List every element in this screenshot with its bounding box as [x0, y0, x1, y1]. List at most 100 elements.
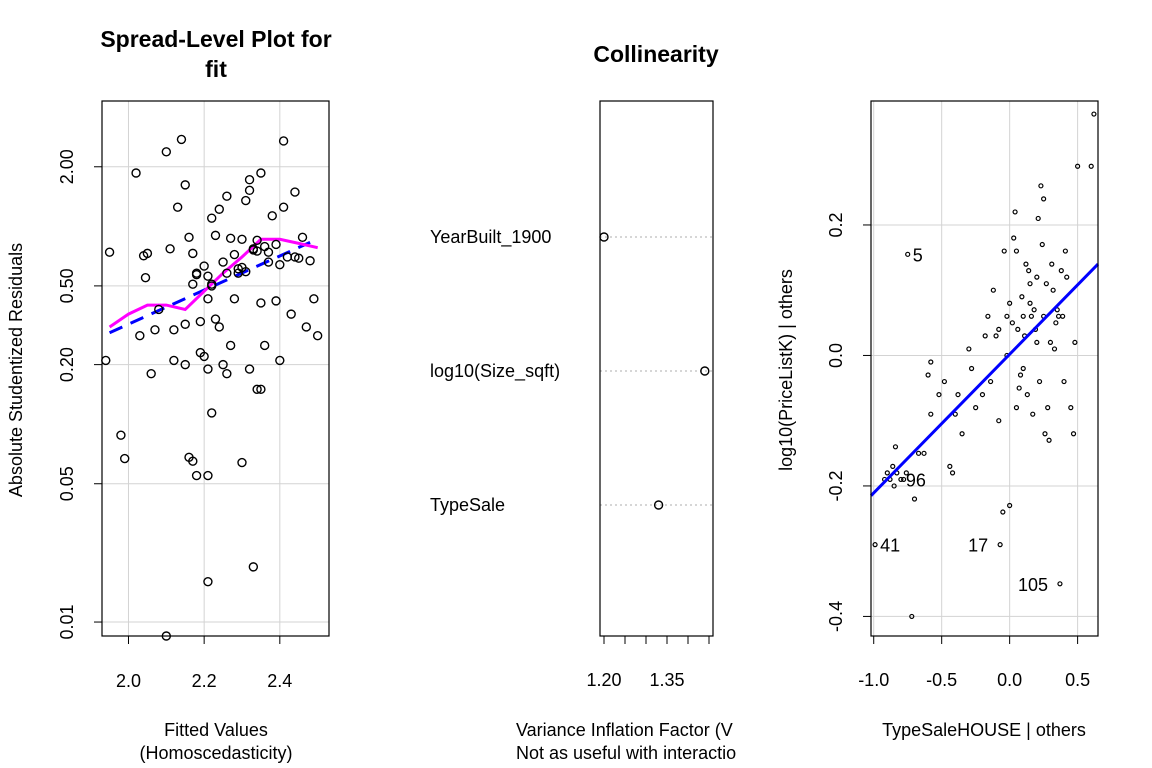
added-variable-fit — [869, 263, 1100, 497]
spread-level-point — [267, 211, 277, 221]
spread-level-ytick-label: 0.20 — [57, 347, 77, 382]
added-variable-point — [1043, 281, 1049, 287]
added-variable-point — [955, 391, 961, 398]
added-variable-point — [909, 613, 915, 620]
added-variable-point — [1036, 378, 1043, 385]
added-variable-ytick-label: 0.0 — [826, 343, 846, 368]
collinearity-category-label: log10(Size_sqft) — [430, 361, 560, 382]
spread-level-fit-line — [108, 240, 311, 335]
added-variable-point — [884, 470, 890, 476]
added-variable-point — [1034, 274, 1040, 280]
spread-level-point — [237, 457, 247, 468]
added-variable-fit-line — [869, 263, 1100, 497]
spread-level-point — [101, 355, 111, 366]
added-variable-point — [928, 359, 934, 365]
added-variable-point — [891, 483, 897, 489]
added-variable-point — [1045, 405, 1051, 411]
added-variable-point — [928, 411, 934, 417]
spread-level-point — [256, 384, 266, 395]
added-variable-point — [1011, 235, 1017, 241]
spread-level-point — [297, 232, 308, 243]
added-variable-point — [993, 333, 999, 339]
added-variable-point-label: 96 — [906, 470, 926, 490]
added-variable-point — [1030, 411, 1036, 417]
added-variable-point-label: 105 — [1018, 575, 1048, 595]
added-variable-point — [1068, 405, 1074, 411]
spread-level-point — [214, 204, 224, 214]
added-variable-point — [905, 251, 911, 257]
added-variable-point — [973, 405, 979, 411]
added-variable-point — [1091, 111, 1097, 117]
spread-level-point — [237, 234, 247, 244]
spread-level-point — [195, 316, 206, 327]
spread-level-ytick-label: 0.05 — [57, 466, 77, 501]
spread-level-point — [142, 248, 153, 259]
added-variable-point — [903, 470, 909, 476]
added-variable-point — [1075, 163, 1081, 169]
collinearity-xtick-label: 1.20 — [586, 670, 621, 690]
spread-level-point — [256, 298, 266, 308]
spread-level-point — [150, 325, 160, 335]
collinearity-xlabel-line1: Variance Inflation Factor (V — [516, 720, 733, 740]
added-variable-point — [966, 346, 972, 352]
spread-level-point — [180, 319, 190, 329]
added-variable-point — [890, 463, 896, 469]
collinearity-guides — [600, 236, 713, 506]
spread-level-point — [241, 266, 251, 277]
added-variable-point — [985, 313, 991, 319]
added-variable-point — [921, 450, 927, 456]
spread-level-point — [259, 241, 270, 252]
spread-level-point — [104, 247, 115, 257]
added-variable-point — [1041, 196, 1047, 202]
spread-level-point — [146, 368, 156, 379]
collinearity-panel: Collinearity YearBuilt_1900 log10(Size_sq… — [430, 41, 736, 763]
collinearity-category-label: TypeSale — [430, 495, 505, 515]
added-variable-point — [982, 333, 988, 339]
added-variable-xlabel: TypeSaleHOUSE | others — [882, 720, 1086, 740]
added-variable-point — [1026, 268, 1032, 274]
spread-level-point — [278, 202, 289, 212]
spread-level-grid — [102, 101, 329, 636]
spread-level-point — [203, 364, 213, 374]
added-variable-point — [1004, 313, 1010, 319]
spread-level-point — [309, 294, 319, 304]
spread-level-point — [263, 257, 274, 267]
collinearity-xlabel-line2: Not as useful with interactio — [516, 743, 736, 763]
added-variable-point — [1012, 209, 1018, 215]
added-variable-grid — [871, 101, 1098, 636]
spread-level-point — [222, 191, 232, 201]
added-variable-point — [1013, 405, 1020, 411]
spread-level-point — [165, 244, 175, 254]
spread-level-point — [244, 364, 255, 374]
spread-level-point — [301, 322, 311, 332]
added-variable-point — [1015, 326, 1021, 332]
spread-level-point — [278, 136, 289, 146]
added-variable-point — [1016, 385, 1022, 391]
spread-level-point — [271, 296, 281, 306]
added-variable-point — [1034, 339, 1040, 346]
added-variable-point — [1028, 313, 1034, 319]
added-variable-point — [1042, 431, 1048, 437]
added-variable-point — [1057, 581, 1063, 587]
added-variable-point — [941, 378, 948, 385]
spread-level-point — [188, 248, 198, 259]
spread-level-ytick-label: 0.50 — [57, 268, 77, 303]
added-variable-point — [1064, 274, 1070, 280]
added-variable-point — [988, 378, 994, 385]
spread-level-point — [229, 249, 240, 260]
spread-level-point — [252, 384, 262, 395]
spread-level-point — [203, 271, 213, 281]
spread-level-point — [244, 185, 255, 196]
added-variable-point — [1000, 509, 1006, 515]
spread-level-point — [140, 273, 151, 283]
spread-level-point — [290, 252, 300, 262]
spread-level-point — [271, 239, 281, 250]
spread-level-point — [286, 309, 296, 319]
added-variable-point — [1053, 320, 1059, 326]
added-variable-point — [1027, 281, 1033, 287]
collinearity-title: Collinearity — [593, 41, 718, 67]
added-variable-point — [1007, 300, 1013, 306]
spread-level-point — [222, 368, 232, 379]
added-variable-frame — [870, 100, 1099, 637]
added-variable-point — [1013, 248, 1020, 254]
